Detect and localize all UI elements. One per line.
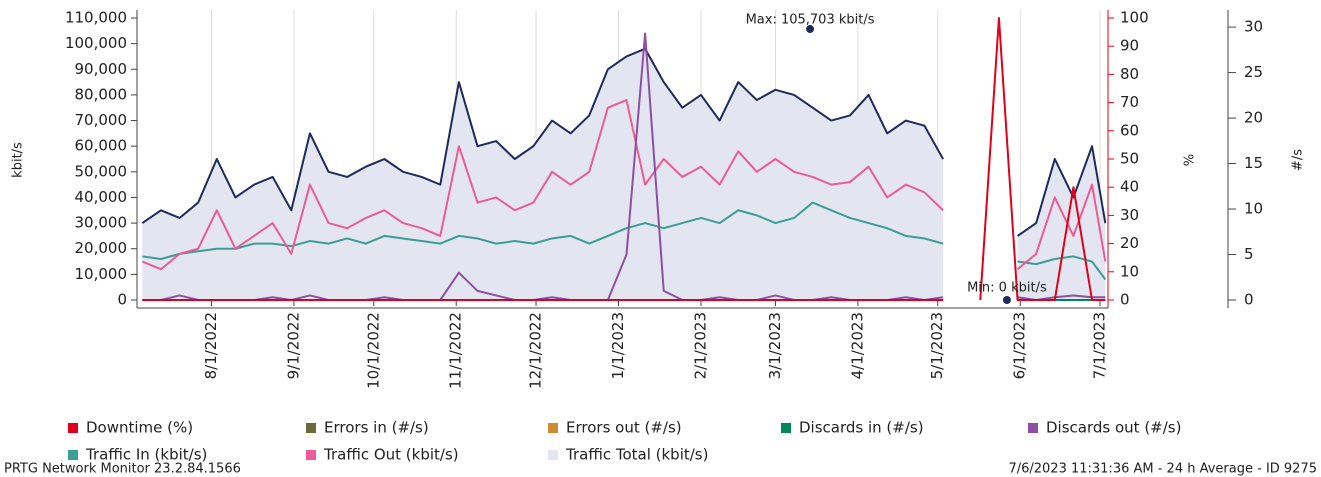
- area: [1017, 146, 1106, 300]
- legend-swatch: [548, 450, 558, 460]
- y2-tick-label: 20: [1120, 234, 1139, 252]
- y-axis-label: kbit/s: [11, 142, 26, 178]
- y2-tick-label: 0: [1120, 291, 1130, 309]
- legend-label: Errors in (#/s): [324, 419, 429, 437]
- y2-tick-label: 70: [1120, 93, 1139, 111]
- y2-tick-label: 40: [1120, 178, 1139, 196]
- line: [1017, 255, 1107, 281]
- legend-swatch: [68, 450, 78, 460]
- x-tick-label: 3/1/2023: [766, 312, 784, 379]
- y3-tick-label: 15: [1244, 154, 1263, 172]
- x-tick-label: 4/1/2023: [848, 312, 866, 379]
- footer-right: 7/6/2023 11:31:36 AM - 24 h Average - ID…: [1008, 462, 1317, 477]
- line: [141, 47, 944, 224]
- x-tick-label: 5/1/2023: [928, 312, 946, 379]
- y-tick-label: 90,000: [75, 60, 128, 78]
- y2-tick-label: 100: [1120, 9, 1149, 27]
- x-tick-label: 11/1/2022: [447, 312, 465, 389]
- y-tick-label: 10,000: [75, 265, 128, 283]
- legend-label: Errors out (#/s): [566, 419, 682, 437]
- y-tick-label: 70,000: [75, 111, 128, 129]
- footer-left: PRTG Network Monitor 23.2.84.1566: [4, 462, 241, 477]
- y3-tick-label: 0: [1244, 291, 1254, 309]
- line: [1016, 145, 1107, 237]
- line: [979, 17, 1106, 301]
- legend-swatch: [68, 423, 78, 433]
- legend-label: Traffic Out (kbit/s): [323, 446, 459, 464]
- x-tick-label: 8/1/2022: [202, 312, 220, 379]
- annotation-marker: [1002, 296, 1011, 304]
- y2-tick-label: 30: [1120, 206, 1139, 224]
- y-tick-label: 30,000: [75, 214, 128, 232]
- y-tick-label: 110,000: [65, 9, 127, 27]
- y3-tick-label: 20: [1244, 109, 1263, 127]
- legend-swatch: [781, 423, 791, 433]
- legend-label: Downtime (%): [86, 419, 193, 437]
- y3-tick-label: 30: [1244, 18, 1263, 36]
- y-tick-label: 40,000: [75, 188, 128, 206]
- x-tick-label: 7/1/2023: [1091, 312, 1109, 379]
- legend-label: Traffic Total (kbit/s): [565, 446, 708, 464]
- y-tick-label: 20,000: [75, 239, 128, 257]
- y2-tick-label: 50: [1120, 150, 1139, 168]
- annotation-marker: [806, 25, 815, 34]
- y2-tick-label: 90: [1120, 37, 1139, 55]
- line: [141, 99, 944, 271]
- legend-swatch: [548, 423, 558, 433]
- y-tick-label: 100,000: [65, 34, 127, 52]
- legend-swatch: [306, 423, 316, 433]
- x-tick-label: 2/1/2023: [691, 312, 709, 379]
- x-tick-label: 1/1/2023: [609, 312, 627, 379]
- annotation-text: Min: 0 kbit/s: [967, 281, 1047, 296]
- y2-tick-label: 80: [1120, 65, 1139, 83]
- x-tick-label: 9/1/2022: [284, 312, 302, 379]
- y3-tick-label: 5: [1244, 245, 1254, 263]
- y2-tick-label: 10: [1120, 262, 1139, 280]
- x-tick-label: 12/1/2022: [527, 312, 545, 389]
- legend-label: Traffic In (kbit/s): [85, 446, 207, 464]
- legend-label: Discards out (#/s): [1046, 419, 1181, 437]
- y-tick-label: 80,000: [75, 85, 128, 103]
- legend-swatch: [306, 450, 316, 460]
- legend-label: Discards in (#/s): [799, 419, 924, 437]
- y3-tick-label: 10: [1244, 200, 1263, 218]
- y-tick-label: 0: [117, 291, 127, 309]
- y3-axis-label: #/s: [1291, 149, 1306, 171]
- y2-tick-label: 60: [1120, 121, 1139, 139]
- annotation-text: Max: 105,703 kbit/s: [746, 13, 875, 28]
- line: [142, 201, 944, 260]
- y3-tick-label: 25: [1244, 63, 1263, 81]
- line: [1016, 183, 1107, 271]
- y2-axis-label: %: [1183, 154, 1198, 166]
- area: [142, 48, 944, 300]
- x-tick-label: 10/1/2022: [364, 312, 382, 389]
- y-tick-label: 50,000: [75, 162, 128, 180]
- legend-swatch: [1028, 423, 1038, 433]
- x-tick-label: 6/1/2023: [1011, 312, 1029, 379]
- y-tick-label: 60,000: [75, 137, 128, 155]
